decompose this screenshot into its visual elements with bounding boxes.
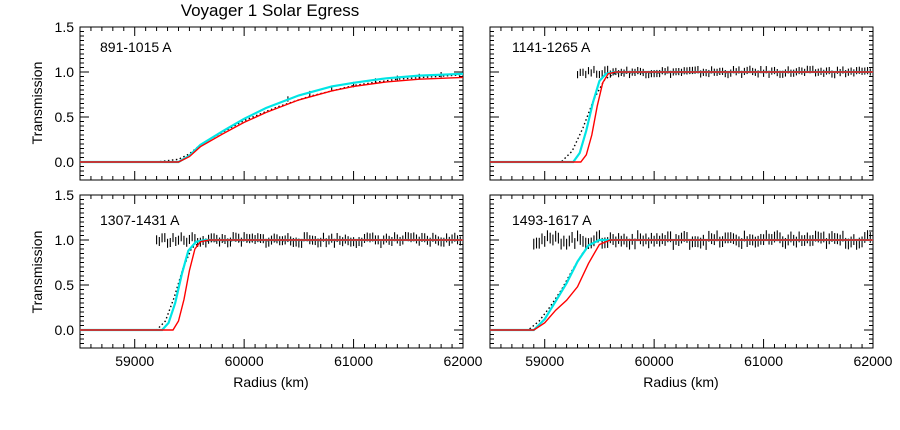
x-tick-labels: 59000 60000 61000 62000: [115, 353, 482, 369]
x-tick-label: 62000: [854, 353, 893, 369]
model-dotted-line: [490, 239, 873, 331]
panel-1141-1265: 1141-1265 A: [489, 26, 874, 181]
panel-891-1015: 891-1015 A Transmission 0.0 0.5 1.0 1.5: [29, 19, 464, 181]
y-tick-labels: 0.0 0.5 1.0 1.5: [55, 187, 75, 338]
y-tick-label: 1.5: [55, 19, 75, 35]
model-red-line: [490, 71, 873, 163]
ticks: [79, 194, 464, 349]
x-tick-label: 59000: [115, 353, 154, 369]
y-tick-label: 0.0: [55, 154, 75, 170]
x-tick-label: 62000: [444, 353, 483, 369]
x-tick-label: 60000: [225, 353, 264, 369]
model-dotted-line: [80, 239, 463, 331]
x-tick-labels: 59000 60000 61000 62000: [525, 353, 892, 369]
x-tick-label: 59000: [525, 353, 564, 369]
model-red-line: [80, 239, 463, 331]
model-dotted-line: [80, 74, 463, 163]
panel-label: 1141-1265 A: [512, 39, 591, 55]
y-tick-label: 0.0: [55, 322, 75, 338]
model-cyan-line: [490, 238, 873, 332]
series-group: [490, 65, 873, 164]
y-tick-label: 1.5: [55, 187, 75, 203]
x-axis-label: Radius (km): [643, 374, 718, 390]
series-group: [80, 231, 463, 332]
model-cyan-line: [490, 70, 873, 164]
y-tick-label: 0.5: [55, 277, 75, 293]
y-axis-label: Transmission: [29, 62, 45, 145]
panel-1493-1617: 1493-1617 A Radius (km) 59000 60000 61000 6…: [489, 194, 893, 390]
x-tick-label: 60000: [635, 353, 674, 369]
x-axis-label: Radius (km): [233, 374, 308, 390]
model-cyan-line: [80, 238, 463, 332]
y-axis-label: Transmission: [29, 231, 45, 314]
y-tick-label: 1.0: [55, 64, 75, 80]
y-tick-label: 0.5: [55, 109, 75, 125]
ticks: [79, 26, 464, 181]
y-tick-label: 1.0: [55, 232, 75, 248]
panel-1307-1431: 1307-1431 A Transmission Radius (km) 0.0…: [29, 187, 483, 390]
ticks: [489, 26, 874, 181]
y-tick-labels: 0.0 0.5 1.0 1.5: [55, 19, 75, 170]
panel-label: 1307-1431 A: [100, 212, 180, 228]
panel-label: 891-1015 A: [100, 39, 172, 55]
x-tick-label: 61000: [334, 353, 373, 369]
model-dotted-line: [490, 71, 873, 163]
model-red-line: [80, 76, 463, 163]
x-tick-label: 61000: [744, 353, 783, 369]
figure-title: Voyager 1 Solar Egress: [181, 1, 360, 20]
model-red-line: [490, 239, 873, 331]
model-cyan-line: [80, 72, 463, 164]
series-group: [490, 230, 873, 332]
panel-label: 1493-1617 A: [512, 212, 592, 228]
series-group: [80, 71, 463, 164]
